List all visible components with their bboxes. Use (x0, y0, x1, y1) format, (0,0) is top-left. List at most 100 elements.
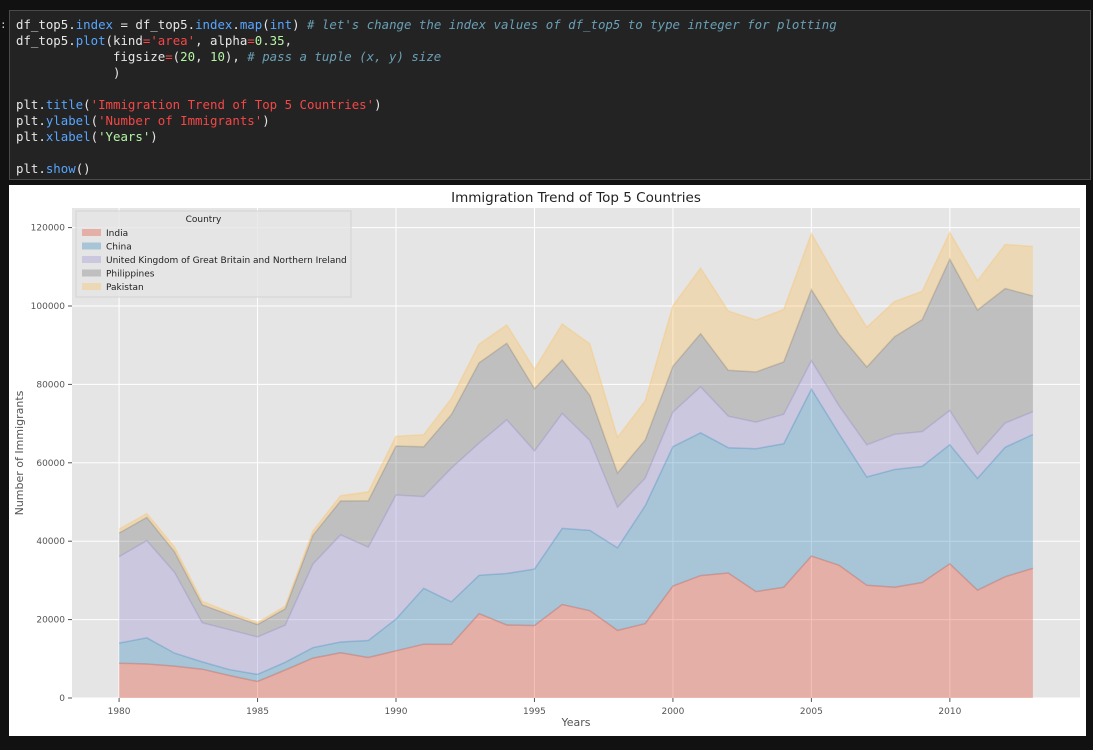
legend-swatch (82, 242, 101, 250)
code-token: 'Number of Immigrants' (98, 113, 263, 128)
code-token: . (232, 17, 240, 32)
code-token: index (195, 17, 233, 32)
legend-entry: China (106, 243, 132, 253)
x-tick-label: 2010 (938, 707, 961, 717)
legend-title: Country (186, 215, 222, 225)
code-token: ) (262, 113, 270, 128)
legend: Country India China United Kingdom of Great… (75, 210, 352, 298)
area-series (118, 230, 1034, 698)
code-token: plot (75, 33, 106, 48)
legend-entry: United Kingdom of Great Britain and Nort… (106, 256, 347, 266)
code-line: df_top5.index = df_top5.index.map(int) #… (16, 17, 1090, 33)
code-token: int (269, 17, 293, 32)
area-chart: 1980 1985 1990 1995 2000 2005 2010 0 20000 40000 6… (13, 190, 1080, 729)
x-tick-label: 2000 (661, 707, 684, 717)
y-tick-label: 120000 (31, 224, 66, 234)
plot-output: 1980 1985 1990 1995 2000 2005 2010 0 20000 40000 6… (9, 185, 1086, 736)
code-token: 'Years' (98, 129, 151, 144)
legend-entry: Philippines (106, 270, 155, 280)
code-token: figsize (16, 49, 166, 64)
code-token: plt. (16, 129, 46, 144)
code-cell[interactable]: df_top5.index = df_top5.index.map(int) #… (9, 10, 1091, 180)
series-area (119, 556, 1033, 698)
code-token: = (142, 33, 151, 48)
x-tick-label: 1980 (108, 707, 131, 717)
x-tick-label: 1995 (523, 707, 546, 717)
y-tick-label: 100000 (31, 302, 66, 312)
code-token: map (239, 17, 263, 32)
code-token: ( (90, 113, 99, 128)
x-tick-label: 1985 (246, 707, 269, 717)
code-token: 20 (180, 49, 196, 64)
code-token: (kind (105, 33, 143, 48)
legend-entry: Pakistan (106, 283, 144, 293)
legend-swatch (82, 283, 101, 290)
code-token: plt. (16, 161, 46, 176)
x-tick-label: 1990 (385, 707, 408, 717)
code-line: plt.ylabel('Number of Immigrants') (16, 113, 1090, 129)
code-line: ) (16, 65, 1090, 81)
code-token: 'Immigration Trend of Top 5 Countries' (90, 97, 375, 112)
series-line (118, 359, 1034, 638)
code-token: ( (172, 49, 181, 64)
legend-swatch (82, 256, 101, 263)
grid-lines (72, 208, 1080, 699)
code-line: plt.xlabel('Years') (16, 129, 1090, 145)
series-line (119, 555, 1034, 683)
y-tick-label: 60000 (36, 459, 65, 469)
code-token: show (45, 161, 76, 176)
x-tick-label: 2005 (800, 707, 823, 717)
code-token: index (75, 17, 113, 32)
code-token: plt. (16, 113, 46, 128)
legend-box (75, 210, 352, 298)
code-token: title (45, 97, 84, 112)
y-axis-label: Number of Immigrants (13, 390, 26, 515)
code-token: , (195, 49, 210, 64)
code-line (16, 81, 1090, 97)
code-token: ( (90, 129, 99, 144)
code-token: ( (83, 97, 91, 112)
x-axis-label: Years (560, 716, 590, 729)
code-line (16, 145, 1090, 161)
series-area (119, 259, 1033, 637)
code-token: , (284, 33, 293, 48)
y-tick-label: 0 (59, 694, 65, 704)
series-area (119, 232, 1033, 625)
legend-swatch (82, 229, 101, 236)
code-token: ), (224, 49, 248, 64)
series-line (118, 387, 1034, 676)
code-line: df_top5.plot(kind='area', alpha=0.35, (16, 33, 1090, 49)
code-token: ) (16, 65, 121, 80)
code-token: 0.35 (254, 33, 285, 48)
code-token: = (165, 49, 173, 64)
code-token: xlabel (45, 129, 91, 144)
code-token: ) (150, 129, 158, 144)
code-token: plt. (16, 97, 46, 112)
code-token: # pass a tuple (x, y) size (247, 49, 442, 64)
chart-title: Immigration Trend of Top 5 Countries (451, 190, 701, 206)
series-area (119, 360, 1033, 675)
legend-entry: India (106, 229, 128, 239)
code-line: figsize=(20, 10), # pass a tuple (x, y) … (16, 49, 1090, 65)
code-token: df_top5. (16, 17, 76, 32)
code-line: plt.title('Immigration Trend of Top 5 Co… (16, 97, 1090, 113)
series-line (118, 230, 1033, 624)
y-tick-label: 40000 (36, 537, 65, 547)
code-token: ylabel (45, 113, 91, 128)
series-area (119, 389, 1033, 682)
code-token: = df_top5. (113, 17, 196, 32)
series-line (118, 257, 1034, 626)
y-tick-label: 20000 (36, 616, 65, 626)
code-token: ) (374, 97, 382, 112)
code-token: , alpha (195, 33, 248, 48)
code-token: 10 (209, 49, 225, 64)
code-token: ) (292, 17, 308, 32)
code-token: df_top5. (16, 33, 76, 48)
code-token: () (75, 161, 91, 176)
y-tick-label: 80000 (36, 380, 65, 390)
cell-prompt-marker: : (0, 18, 7, 31)
code-token: ( (262, 17, 270, 32)
code-line: plt.show() (16, 161, 1090, 177)
legend-swatch (82, 269, 101, 277)
code-token: 'area' (150, 33, 196, 48)
